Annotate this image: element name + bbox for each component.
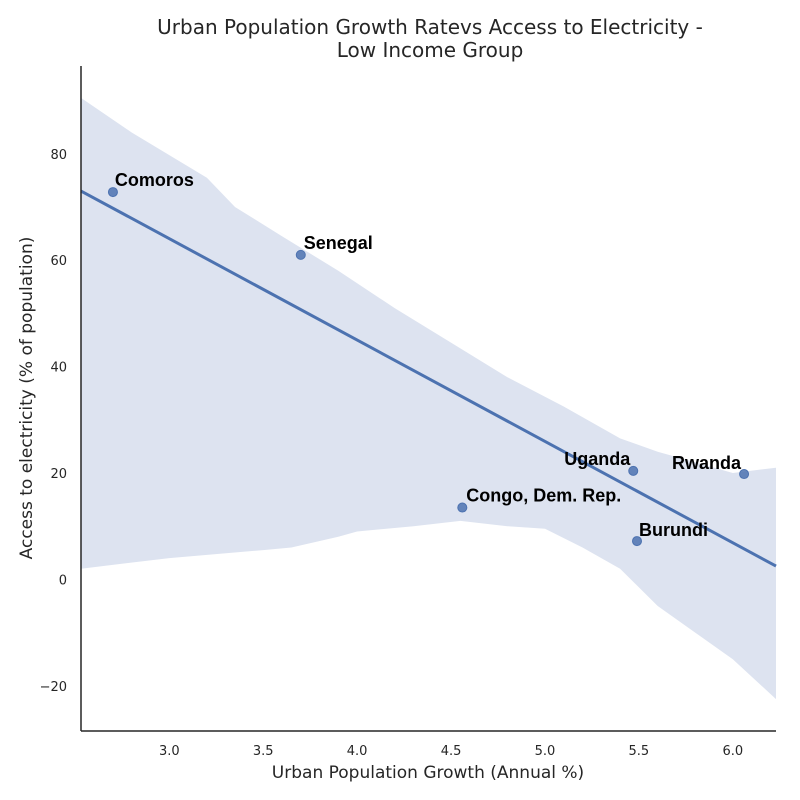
data-point bbox=[628, 465, 639, 476]
point-label: Rwanda bbox=[672, 453, 742, 473]
point-label: Comoros bbox=[115, 170, 194, 190]
x-axis-label: Urban Population Growth (Annual %) bbox=[272, 763, 584, 783]
confidence-band bbox=[81, 97, 776, 700]
regression-line bbox=[80, 189, 777, 568]
x-tick-label: 4.5 bbox=[441, 744, 462, 759]
x-axis-ticks: 3.0 3.5 4.0 4.5 5.0 5.5 6.0 bbox=[159, 744, 743, 759]
chart-title-line-1: Urban Population Growth Ratevs Access to… bbox=[157, 15, 703, 39]
data-point bbox=[295, 249, 306, 260]
point-label: Burundi bbox=[639, 520, 708, 540]
point-label: Senegal bbox=[304, 233, 373, 253]
y-tick-label: 40 bbox=[50, 361, 67, 376]
data-point bbox=[107, 187, 118, 198]
data-point bbox=[457, 502, 468, 513]
y-tick-label: 20 bbox=[50, 467, 67, 482]
data-point bbox=[739, 469, 750, 480]
chart-title-line-2: Low Income Group bbox=[337, 38, 524, 62]
y-axis-label: Access to electricity (% of population) bbox=[17, 237, 37, 560]
point-label: Congo, Dem. Rep. bbox=[466, 486, 621, 506]
plot-area: Comoros Senegal Congo, Dem. Rep. Uganda Buru… bbox=[80, 97, 777, 700]
x-tick-label: 4.0 bbox=[347, 744, 368, 759]
y-tick-label: −20 bbox=[40, 680, 67, 695]
y-tick-label: 0 bbox=[59, 573, 67, 588]
x-tick-label: 5.5 bbox=[629, 744, 650, 759]
data-point bbox=[632, 536, 642, 547]
y-axis-ticks: −20 0 20 40 60 80 bbox=[40, 148, 67, 695]
x-tick-label: 3.5 bbox=[253, 744, 274, 759]
x-tick-label: 6.0 bbox=[722, 744, 743, 759]
y-tick-label: 80 bbox=[50, 148, 67, 163]
x-tick-label: 5.0 bbox=[535, 744, 556, 759]
x-tick-label: 3.0 bbox=[159, 744, 180, 759]
point-label: Uganda bbox=[564, 449, 631, 469]
y-tick-label: 60 bbox=[50, 254, 67, 269]
